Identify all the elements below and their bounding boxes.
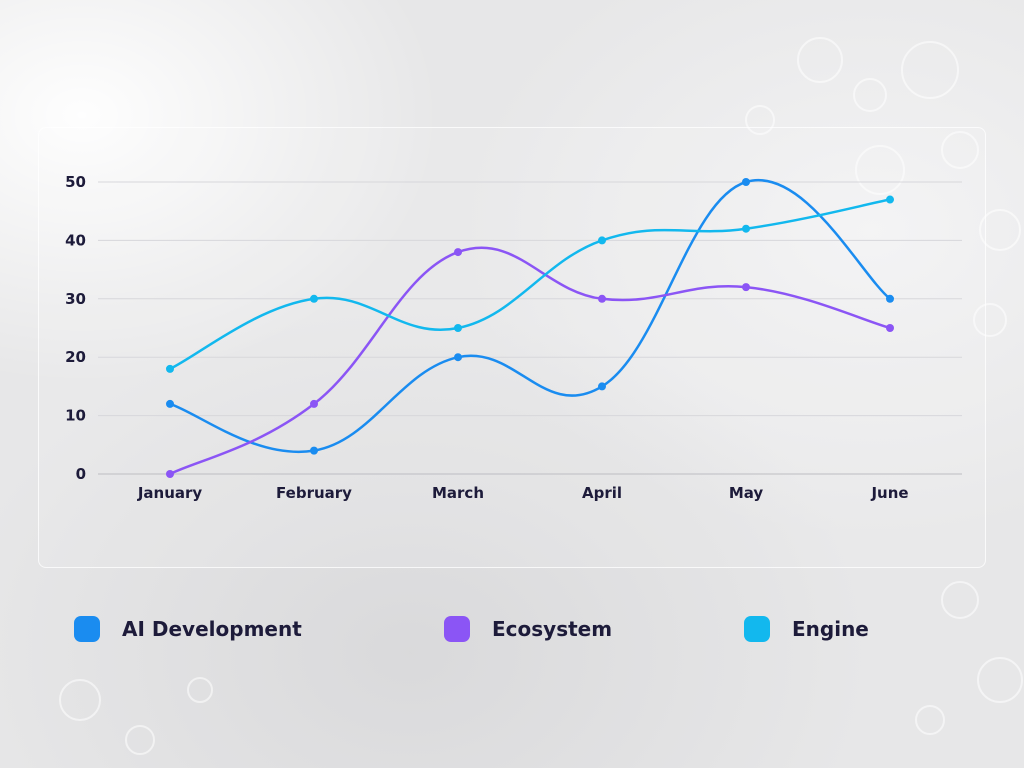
x-tick-label: April	[582, 484, 622, 502]
data-point-ecosystem	[598, 294, 606, 303]
legend-label-ai-development: AI Development	[122, 617, 302, 641]
data-point-ai-development	[454, 353, 462, 362]
data-point-engine	[742, 224, 750, 233]
legend-swatch-ecosystem	[444, 616, 470, 642]
data-point-ecosystem	[742, 283, 750, 292]
legend-swatch-ai-development	[74, 616, 100, 642]
y-axis-ticks: 0 10 20 30 40 50	[65, 173, 86, 483]
series-lines	[166, 178, 894, 478]
y-tick-label: 10	[65, 407, 86, 425]
x-tick-label: February	[276, 484, 352, 502]
x-tick-label: January	[137, 484, 203, 502]
series-ai-development	[166, 178, 894, 455]
y-tick-label: 0	[76, 465, 86, 483]
y-tick-label: 50	[65, 173, 86, 191]
series-ecosystem	[166, 246, 894, 478]
data-point-ecosystem	[166, 470, 174, 478]
y-tick-label: 20	[65, 348, 86, 366]
legend-item-engine: Engine	[744, 613, 869, 645]
data-point-ai-development	[742, 178, 750, 186]
data-point-ai-development	[886, 294, 894, 303]
series-line-engine	[168, 198, 892, 371]
x-tick-label: March	[432, 484, 484, 502]
series-line-ai-development	[168, 178, 892, 454]
legend-label-ecosystem: Ecosystem	[492, 617, 613, 641]
y-tick-label: 30	[65, 290, 86, 308]
data-point-ecosystem	[310, 399, 318, 408]
data-point-ai-development	[310, 446, 318, 455]
data-point-engine	[310, 294, 318, 303]
legend-item-ecosystem: Ecosystem	[444, 613, 612, 645]
chart-panel	[38, 127, 986, 568]
data-point-engine	[886, 195, 894, 204]
data-point-ai-development	[598, 382, 606, 391]
data-point-ecosystem	[454, 248, 462, 257]
data-point-ai-development	[166, 399, 174, 408]
legend-swatch-engine	[744, 616, 770, 642]
data-point-ecosystem	[886, 324, 894, 332]
gridlines	[98, 181, 962, 475]
series-engine	[166, 195, 894, 373]
legend-item-ai-development: AI Development	[74, 613, 302, 645]
y-tick-label: 40	[65, 231, 86, 249]
x-axis-ticks: January February March April May June	[137, 484, 909, 502]
x-tick-label: June	[870, 484, 908, 502]
data-point-engine	[454, 324, 462, 332]
data-point-engine	[598, 236, 606, 245]
legend-label-engine: Engine	[792, 617, 869, 641]
data-point-engine	[166, 364, 174, 373]
x-tick-label: May	[729, 484, 764, 502]
series-line-ecosystem	[168, 246, 892, 476]
